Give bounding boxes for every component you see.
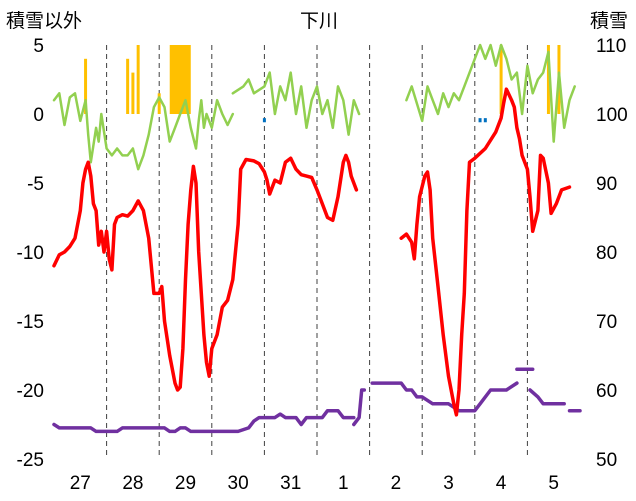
wind-line — [52, 92, 235, 171]
x-tick-label: 30 — [228, 473, 249, 494]
precip-bar — [126, 58, 130, 114]
left-tick-label: 0 — [33, 105, 44, 126]
precip-bar — [84, 58, 88, 114]
wind-line — [231, 71, 361, 136]
chart-title: 下川 — [300, 10, 338, 32]
left-axis-label: 積雪以外 — [6, 10, 82, 32]
precip-bar — [136, 45, 140, 114]
grid — [106, 45, 528, 459]
series-lines — [52, 43, 582, 434]
x-tick-label: 29 — [175, 473, 196, 494]
temperature-line — [399, 87, 572, 417]
x-tick-label: 31 — [280, 473, 301, 494]
left-tick-label: 5 — [33, 36, 44, 57]
right-tick-label: 50 — [596, 450, 617, 471]
precip-bar — [546, 45, 550, 114]
precip-bar — [157, 93, 161, 114]
x-tick-label: 27 — [70, 473, 91, 494]
snow_depth-line — [352, 388, 367, 427]
right-tick-label: 100 — [596, 105, 628, 126]
right-tick-label: 110 — [596, 36, 626, 57]
x-tick-label: 5 — [548, 473, 559, 494]
x-tick-label: 3 — [443, 473, 454, 494]
left-tick-label: -5 — [27, 174, 44, 195]
snow_depth-line — [370, 381, 519, 413]
x-tick-label: 28 — [122, 473, 143, 494]
left-tick-label: -20 — [17, 381, 44, 402]
right-axis-label: 積雪 — [590, 10, 628, 32]
x-tick-label: 2 — [391, 473, 402, 494]
left-tick-label: -10 — [17, 243, 44, 264]
precip_other-bar — [262, 118, 266, 123]
precip-bar — [499, 45, 503, 114]
x-tick-label: 4 — [496, 473, 507, 494]
snow_depth-line — [52, 408, 356, 434]
precip_other-bar — [483, 118, 487, 123]
wind-line — [405, 43, 576, 143]
left-tick-label: -25 — [17, 450, 44, 471]
right-tick-label: 60 — [596, 381, 617, 402]
precip_other-bar — [478, 118, 482, 123]
x-tick-label: 1 — [338, 473, 349, 494]
temperature-line — [52, 153, 359, 392]
precip-bar — [131, 72, 135, 114]
snow_depth-line — [528, 388, 566, 406]
left-tick-label: -15 — [17, 312, 44, 333]
right-tick-label: 80 — [596, 243, 617, 264]
right-tick-label: 70 — [596, 312, 617, 333]
precip-bar — [169, 45, 191, 114]
right-tick-label: 90 — [596, 174, 617, 195]
